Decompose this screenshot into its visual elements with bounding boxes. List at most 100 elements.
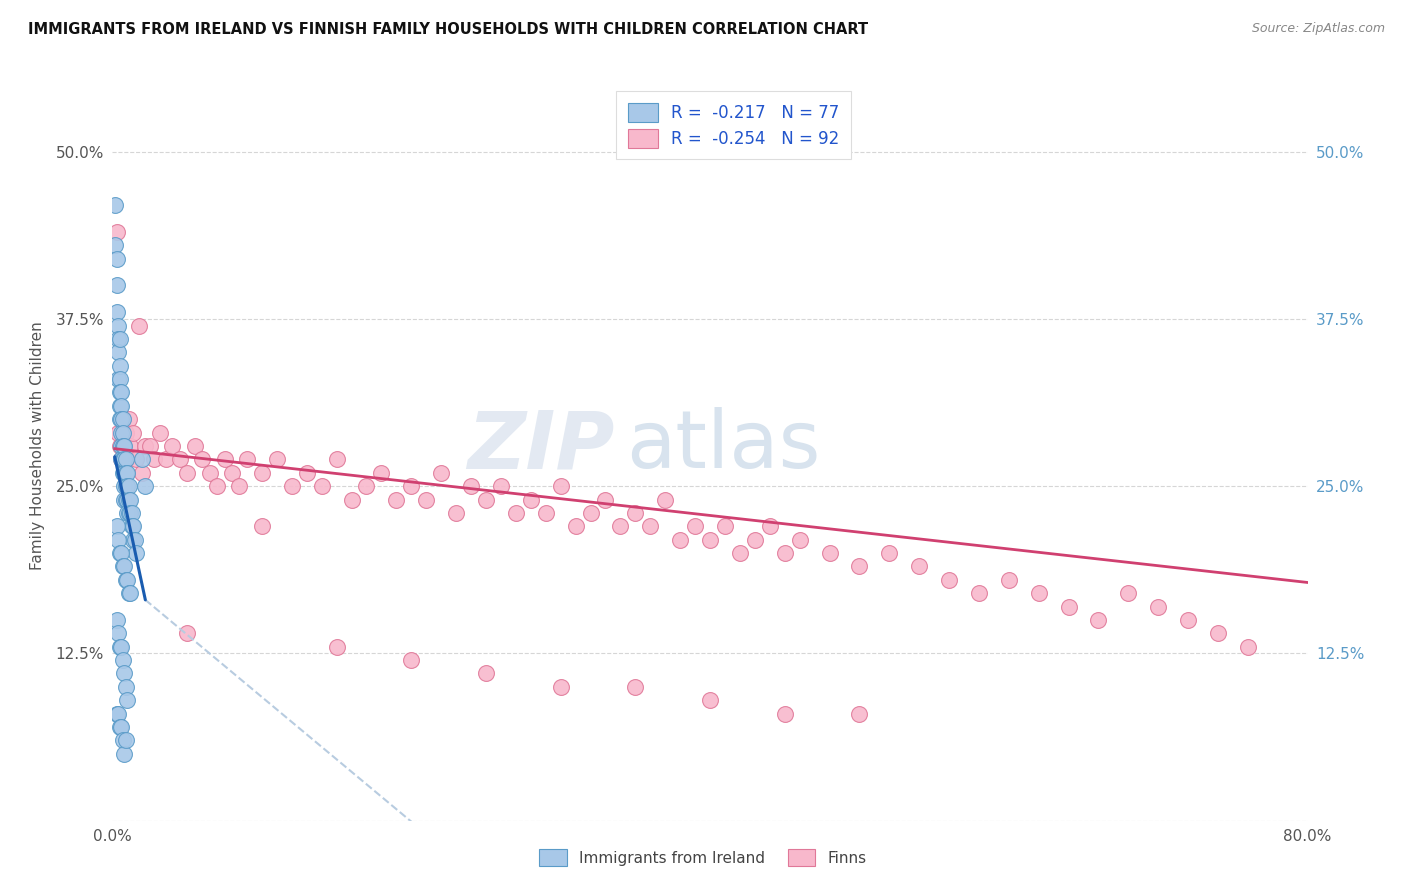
Point	[221, 466, 243, 480]
Point	[110, 412, 132, 426]
Point	[744, 533, 766, 547]
Point	[228, 479, 250, 493]
Point	[111, 412, 134, 426]
Point	[107, 345, 129, 359]
Point	[214, 452, 236, 467]
Point	[1028, 586, 1050, 600]
Point	[111, 439, 134, 453]
Point	[818, 546, 841, 560]
Point	[683, 519, 706, 533]
Point	[281, 479, 304, 493]
Point	[107, 332, 129, 346]
Point	[773, 706, 796, 721]
Point	[110, 452, 132, 467]
Point	[134, 439, 156, 453]
Point	[125, 452, 148, 467]
Point	[938, 573, 960, 587]
Point	[475, 492, 498, 507]
Point	[120, 506, 142, 520]
Point	[104, 238, 127, 252]
Point	[1147, 599, 1170, 614]
Point	[110, 439, 132, 453]
Point	[295, 466, 318, 480]
Point	[998, 573, 1021, 587]
Point	[370, 466, 392, 480]
Point	[460, 479, 482, 493]
Point	[191, 452, 214, 467]
Point	[110, 425, 132, 440]
Point	[139, 439, 162, 453]
Point	[550, 680, 572, 694]
Point	[104, 198, 127, 212]
Point	[107, 425, 129, 440]
Point	[114, 439, 135, 453]
Point	[120, 586, 142, 600]
Point	[489, 479, 512, 493]
Point	[143, 452, 166, 467]
Point	[117, 466, 139, 480]
Point	[121, 519, 143, 533]
Point	[105, 252, 128, 266]
Point	[118, 506, 141, 520]
Point	[120, 439, 142, 453]
Point	[564, 519, 586, 533]
Point	[107, 706, 129, 721]
Point	[108, 359, 131, 373]
Point	[654, 492, 676, 507]
Point	[1087, 613, 1109, 627]
Point	[1237, 640, 1260, 654]
Point	[444, 506, 467, 520]
Point	[114, 439, 135, 453]
Point	[111, 466, 134, 480]
Point	[114, 479, 135, 493]
Point	[356, 479, 378, 493]
Point	[105, 519, 128, 533]
Y-axis label: Family Households with Children: Family Households with Children	[30, 322, 45, 570]
Point	[128, 318, 150, 333]
Point	[105, 305, 128, 319]
Point	[624, 506, 647, 520]
Point	[134, 479, 156, 493]
Point	[110, 452, 132, 467]
Point	[385, 492, 408, 507]
Point	[131, 452, 153, 467]
Point	[115, 573, 138, 587]
Point	[105, 278, 128, 293]
Point	[118, 479, 141, 493]
Point	[176, 466, 198, 480]
Point	[624, 680, 647, 694]
Point	[117, 479, 139, 493]
Point	[415, 492, 437, 507]
Point	[118, 586, 141, 600]
Legend: R =  -0.217   N = 77, R =  -0.254   N = 92: R = -0.217 N = 77, R = -0.254 N = 92	[616, 91, 852, 160]
Point	[325, 640, 347, 654]
Point	[401, 479, 423, 493]
Point	[169, 452, 191, 467]
Point	[579, 506, 602, 520]
Point	[107, 626, 129, 640]
Point	[108, 720, 131, 734]
Point	[131, 466, 153, 480]
Point	[609, 519, 631, 533]
Point	[108, 640, 131, 654]
Text: Source: ZipAtlas.com: Source: ZipAtlas.com	[1251, 22, 1385, 36]
Point	[108, 439, 131, 453]
Point	[107, 318, 129, 333]
Point	[520, 492, 543, 507]
Point	[111, 559, 134, 574]
Text: IMMIGRANTS FROM IRELAND VS FINNISH FAMILY HOUSEHOLDS WITH CHILDREN CORRELATION C: IMMIGRANTS FROM IRELAND VS FINNISH FAMIL…	[28, 22, 869, 37]
Point	[505, 506, 527, 520]
Point	[107, 372, 129, 386]
Point	[105, 613, 128, 627]
Point	[117, 506, 139, 520]
Point	[117, 693, 139, 707]
Point	[430, 466, 453, 480]
Point	[118, 412, 141, 426]
Point	[115, 479, 138, 493]
Point	[125, 546, 148, 560]
Point	[1118, 586, 1140, 600]
Point	[198, 466, 221, 480]
Point	[114, 666, 135, 681]
Point	[111, 653, 134, 667]
Point	[183, 439, 205, 453]
